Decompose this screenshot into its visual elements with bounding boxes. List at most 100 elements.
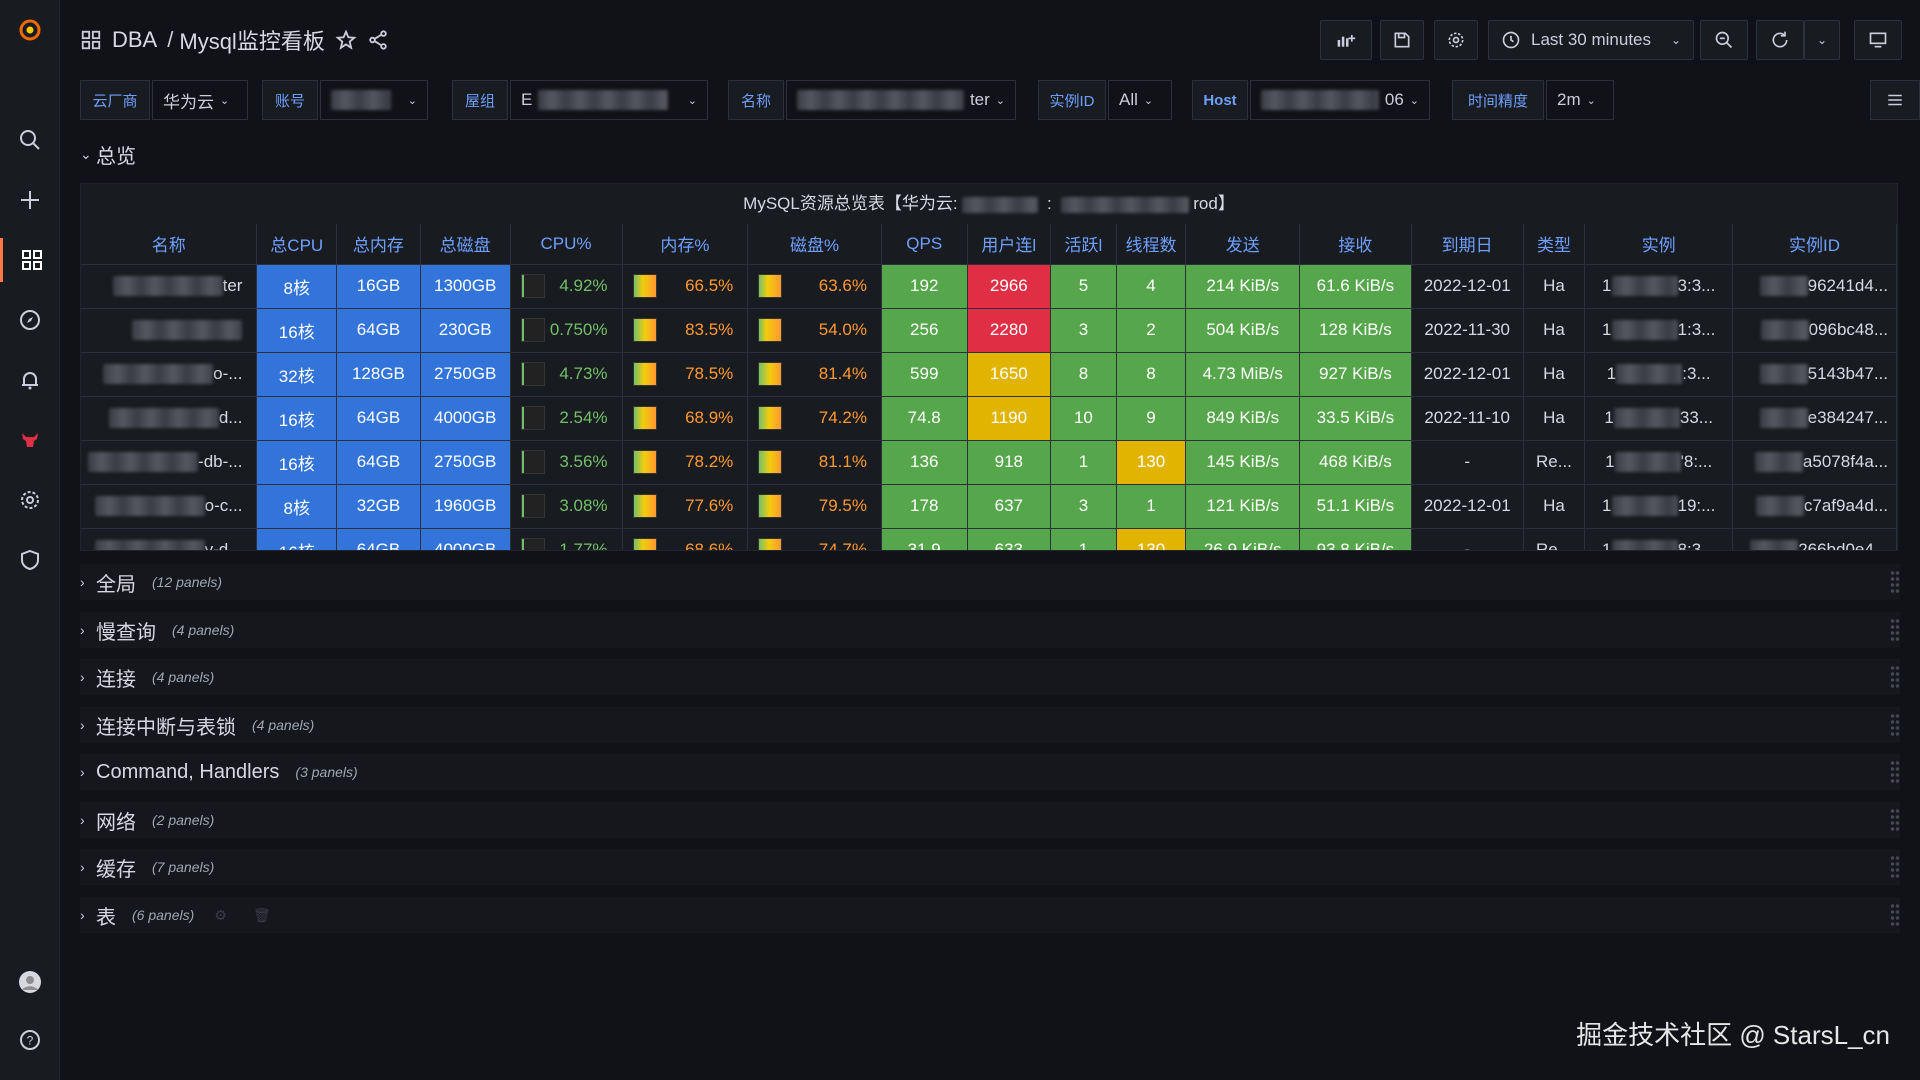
redacted-value [797,90,964,110]
variable-select-group[interactable]: E ⌄ [510,80,708,120]
row-network-header[interactable]: › 网络 (2 panels) [80,802,1900,838]
row-panel-count: (6 panels) [132,907,195,923]
dashboard-title[interactable]: Mysql监控看板 [179,29,325,54]
configuration-gear-icon[interactable] [0,478,60,522]
dashboard-links-button[interactable] [1870,80,1920,120]
time-range-picker[interactable]: Last 30 minutes ⌄ [1488,20,1694,60]
row-tables-header[interactable]: › 表 (6 panels) ⚙ 🗑 [80,897,1900,933]
variable-select-account[interactable]: ⌄ [320,80,428,120]
column-header[interactable]: 磁盘% [747,224,882,265]
drag-handle-icon[interactable] [1890,855,1900,879]
row-global-header[interactable]: › 全局 (12 panels) [80,564,1900,600]
variable-select-host[interactable]: 06 ⌄ [1250,80,1430,120]
drag-handle-icon[interactable] [1890,808,1900,832]
row-settings-gear-icon[interactable]: ⚙ [214,906,227,923]
table-cell: a5078f4a... [1732,440,1897,485]
gauge-value: 54.0% [818,320,867,339]
column-header[interactable]: 到期日 [1411,224,1524,265]
star-icon[interactable] [335,29,357,51]
save-dashboard-button[interactable] [1380,20,1424,60]
chevron-right-icon: › [80,764,85,780]
gauge-value: 63.6% [818,276,867,295]
top-navbar: DBA / Mysql监控看板 Last 30 minutes ⌄ ⌄ [60,0,1920,80]
cell-text: ter [222,275,243,295]
variable-select-name[interactable]: ter ⌄ [786,80,1016,120]
column-header[interactable]: 线程数 [1116,224,1187,265]
column-header[interactable]: 实例ID [1732,224,1897,265]
refresh-interval-dropdown[interactable]: ⌄ [1804,20,1840,60]
gauge-bar [632,318,657,342]
redacted-value [331,90,391,110]
zoom-out-icon [1715,31,1733,49]
table-cell: 16核 [256,528,338,550]
drag-handle-icon[interactable] [1890,903,1900,927]
chevron-right-icon: › [80,622,85,638]
alerting-bell-icon[interactable] [0,358,60,402]
table-cell: 31.9 [881,528,968,550]
column-header[interactable]: 活跃l [1050,224,1117,265]
drag-handle-icon[interactable] [1890,618,1900,642]
table-cell: 81.1% [747,440,882,485]
dashboard-settings-button[interactable] [1434,20,1478,60]
grafana-logo-icon[interactable] [0,8,60,52]
table-cell: 83.5% [622,308,749,353]
refresh-button[interactable] [1756,20,1804,60]
plugin-bull-icon[interactable] [0,418,60,462]
explore-compass-icon[interactable] [0,298,60,342]
row-overview-header[interactable]: ⌄ 总览 [80,136,1900,172]
column-header[interactable]: 实例 [1584,224,1734,265]
table-row: o-c... 8核 32GB 1960GB 3.08% 77.6% 79.5% 178 637 3… [81,484,1897,529]
panel-title[interactable]: MySQL资源总览表【华为云: : rod】 [743,194,1235,213]
row-aborted-locks-header[interactable]: › 连接中断与表锁 (4 panels) [80,707,1900,743]
variable-select-interval[interactable]: 2m ⌄ [1546,80,1614,120]
chevron-right-icon: › [80,669,85,685]
row-connections-header[interactable]: › 连接 (4 panels) [80,659,1900,695]
table-cell: 599 [881,352,968,397]
variable-select-instance-id[interactable]: All ⌄ [1108,80,1172,120]
variables-bar: 云厂商 华为云 ⌄ 账号 ⌄ 屋组 E ⌄ 名称 ter ⌄ 实例ID All ⌄ Ho… [80,80,1920,120]
share-icon[interactable] [367,29,389,51]
gauge-bar [520,362,545,386]
breadcrumb-folder[interactable]: DBA [112,27,158,52]
add-panel-button[interactable] [1320,20,1372,60]
search-icon[interactable] [0,118,60,162]
row-delete-trash-icon[interactable]: 🗑 [252,906,271,923]
cell-text: 1 [1602,539,1612,551]
column-header[interactable]: QPS [881,224,968,265]
cell-text: 1 [1602,319,1612,339]
drag-handle-icon[interactable] [1890,570,1900,594]
create-plus-icon[interactable] [0,178,60,222]
table-cell: 2966 [967,264,1052,309]
column-header[interactable]: 总磁盘 [420,224,511,265]
table-cell: 1650 [967,352,1052,397]
column-header[interactable]: 发送 [1185,224,1301,265]
column-header[interactable]: 名称 [81,224,258,265]
help-icon[interactable]: ? [0,1018,60,1062]
column-header[interactable]: 用户连l [967,224,1052,265]
dashboards-icon[interactable] [0,238,60,282]
table-cell: 1 8:3... [1584,528,1734,551]
table-cell: 3 [1050,484,1117,529]
variable-value: All [1119,90,1138,109]
column-header[interactable]: 总CPU [256,224,338,265]
row-slow-query-header[interactable]: › 慢查询 (4 panels) [80,612,1900,648]
row-command-handlers-header[interactable]: › Command, Handlers (3 panels) [80,754,1900,790]
column-header[interactable]: 总内存 [336,224,421,265]
column-header[interactable]: 内存% [622,224,749,265]
table-cell: 214 KiB/s [1185,264,1301,309]
tv-mode-button[interactable] [1854,20,1902,60]
drag-handle-icon[interactable] [1890,713,1900,737]
variable-select-cloud[interactable]: 华为云 ⌄ [152,80,248,120]
row-panel-count: (4 panels) [252,717,315,733]
column-header[interactable]: CPU% [510,224,623,265]
drag-handle-icon[interactable] [1890,665,1900,689]
column-header[interactable]: 类型 [1523,224,1586,265]
server-admin-shield-icon[interactable] [0,538,60,582]
gauge-cell: 74.2% [748,406,880,430]
row-cache-header[interactable]: › 缓存 (7 panels) [80,849,1900,885]
zoom-out-button[interactable] [1700,20,1748,60]
table-cell: y-d... [81,528,258,550]
drag-handle-icon[interactable] [1890,760,1900,784]
user-avatar-icon[interactable] [0,960,60,1004]
column-header[interactable]: 接收 [1299,224,1412,265]
